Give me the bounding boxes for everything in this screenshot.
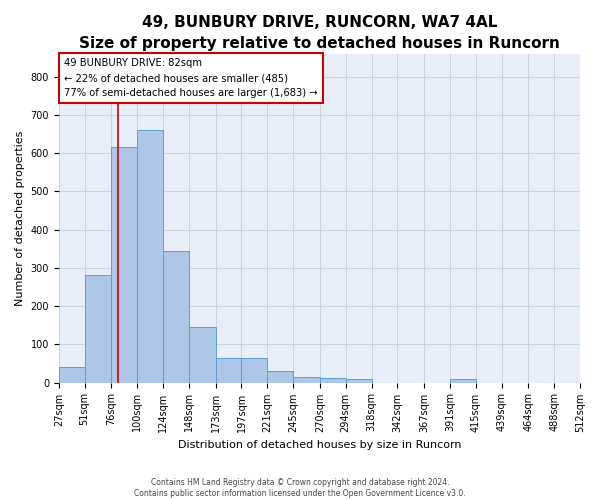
- Bar: [267, 371, 293, 382]
- Bar: [112, 148, 137, 382]
- Bar: [163, 250, 189, 382]
- Text: 49 BUNBURY DRIVE: 82sqm
← 22% of detached houses are smaller (485)
77% of semi-d: 49 BUNBURY DRIVE: 82sqm ← 22% of detache…: [64, 58, 317, 98]
- Bar: [450, 378, 476, 382]
- Bar: [320, 378, 346, 382]
- Bar: [293, 377, 320, 382]
- Bar: [215, 358, 241, 382]
- Bar: [346, 378, 371, 382]
- X-axis label: Distribution of detached houses by size in Runcorn: Distribution of detached houses by size …: [178, 440, 461, 450]
- Y-axis label: Number of detached properties: Number of detached properties: [15, 130, 25, 306]
- Text: Contains HM Land Registry data © Crown copyright and database right 2024.
Contai: Contains HM Land Registry data © Crown c…: [134, 478, 466, 498]
- Bar: [241, 358, 267, 382]
- Bar: [137, 130, 163, 382]
- Bar: [189, 327, 215, 382]
- Title: 49, BUNBURY DRIVE, RUNCORN, WA7 4AL
Size of property relative to detached houses: 49, BUNBURY DRIVE, RUNCORN, WA7 4AL Size…: [79, 15, 560, 51]
- Bar: [59, 368, 85, 382]
- Bar: [85, 276, 112, 382]
